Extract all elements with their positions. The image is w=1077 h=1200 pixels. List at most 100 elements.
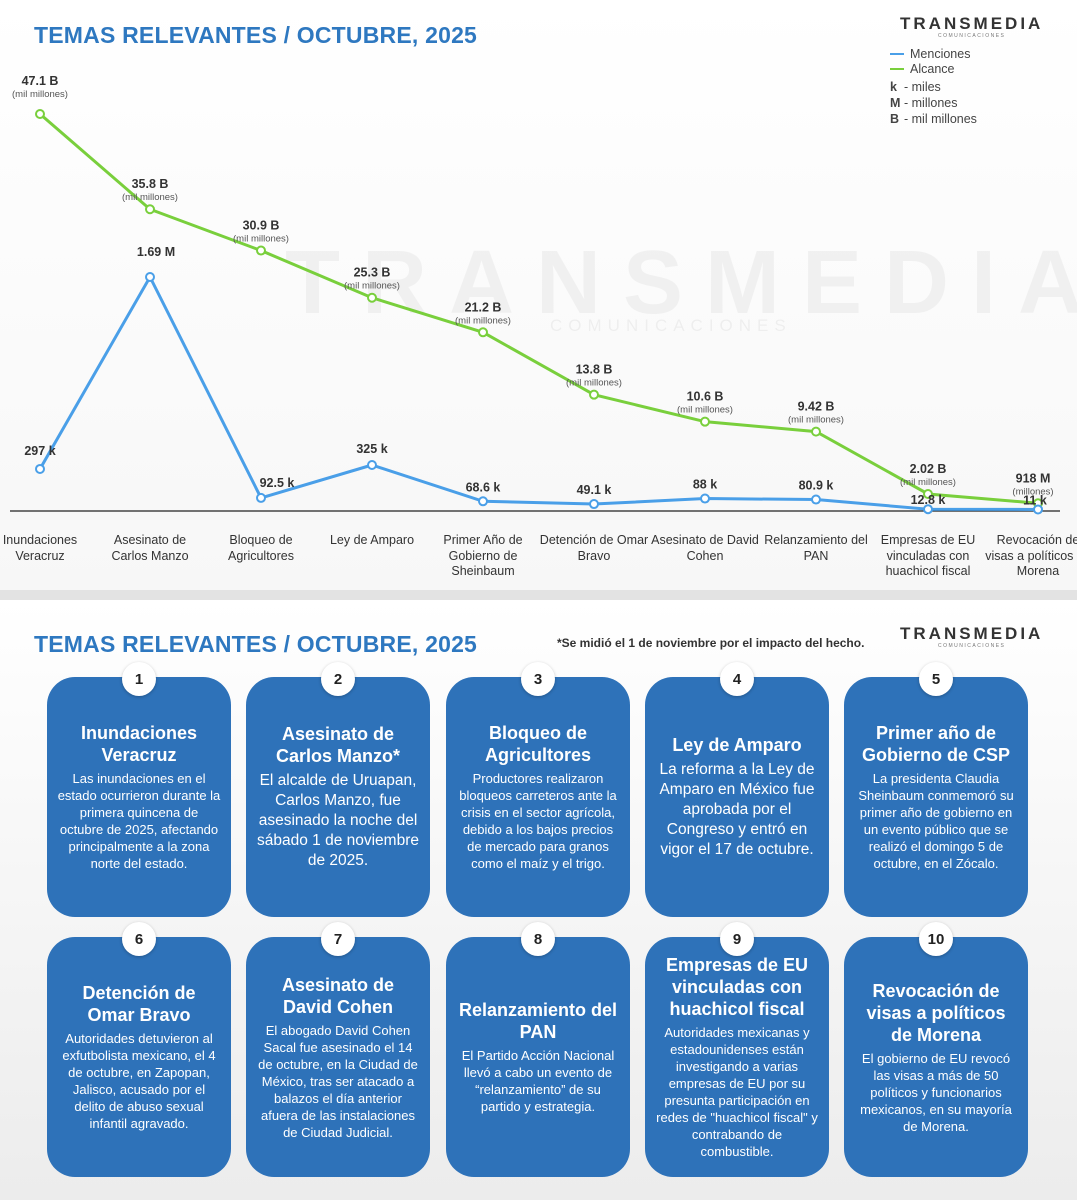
mentions-data-label: 325 k [356, 442, 387, 456]
category-label: Asesinato de Carlos Manzo [111, 533, 189, 563]
reach-unit-label: (mil millones) [344, 281, 400, 292]
topics-title: TEMAS RELEVANTES / OCTUBRE, 2025 [34, 631, 478, 657]
card-body: Productores realizaron bloqueos carreter… [459, 771, 617, 871]
card-number-badge: 4 [720, 662, 754, 696]
card-title: Revocación de visas a políticos de Moren… [866, 980, 1006, 1045]
card-body: El abogado David Cohen Sacal fue asesina… [258, 1022, 418, 1140]
legend-label-reach: Alcance [910, 61, 955, 76]
card-number-badge: 5 [919, 662, 953, 696]
topic-card: 2 Asesinato de Carlos Manzo* El alcalde de… [246, 662, 430, 917]
mentions-data-label: 88 k [693, 478, 717, 492]
topic-card: 5 Primer año de Gobierno de CSP La preside… [844, 662, 1028, 917]
mentions-point [589, 499, 599, 510]
category-label: Empresas de EU vinculadas con huachicol … [880, 533, 976, 578]
category-label: Ley de Amparo [329, 533, 415, 547]
topic-card: 4 Ley de Amparo La reforma a la Ley de Amp… [645, 662, 829, 917]
category-label: Inundaciones Veracruz [2, 533, 78, 563]
measurement-note: *Se midió el 1 de noviembre por el impac… [557, 636, 865, 650]
category-label: Asesinato de David Cohen [651, 533, 759, 563]
brand-name: TRANSMEDIA [900, 624, 1044, 643]
brand-logo: TRANSMEDIA COMUNICACIONES [900, 14, 1043, 39]
unit-text: - millones [904, 96, 958, 110]
legend-swatch-mentions [890, 52, 904, 55]
legend-swatch-reach [890, 67, 904, 70]
reach-unit-label: (mil millones) [122, 192, 178, 203]
topic-card: 9 Empresas de EU vinculadas con huachicol… [645, 922, 829, 1177]
reach-unit-label: (mil millones) [788, 415, 844, 426]
watermark-subtitle: COMUNICACIONES [550, 316, 792, 335]
card-title: Primer año de Gobierno de CSP [861, 723, 1011, 765]
chart-legend: Menciones Alcance k - miles M- millones B… [890, 46, 977, 127]
mentions-data-label: 297 k [24, 444, 55, 458]
card-title: Asesinato de David Cohen [281, 974, 395, 1017]
card-body: La reforma a la Ley de Amparo en México … [659, 761, 815, 858]
category-label: Revocación de visas a políticos de Moren… [985, 533, 1077, 578]
mentions-point [811, 494, 821, 505]
reach-series-line [39, 112, 1039, 505]
reach-data-label: 47.1 B [22, 74, 59, 88]
reach-point [700, 416, 710, 427]
unit-key: M [890, 96, 901, 110]
mentions-data-label: 92.5 k [260, 476, 295, 490]
brand-name: TRANSMEDIA [900, 14, 1044, 33]
unit-text: - miles [904, 80, 941, 94]
reach-data-label: 2.02 B [910, 462, 947, 476]
category-label: Bloqueo de Agricultores [228, 533, 294, 563]
card-body: El gobierno de EU revocó las visas a más… [860, 1050, 1012, 1134]
chart-title: TEMAS RELEVANTES / OCTUBRE, 2025 [34, 22, 478, 48]
reach-point [35, 109, 45, 119]
brand-subtitle: COMUNICACIONES [937, 33, 1006, 39]
topic-card: 6 Detención de Omar Bravo Autoridades detu… [47, 922, 231, 1177]
mentions-point [1033, 504, 1043, 515]
reach-unit-label: (mil millones) [677, 405, 733, 416]
card-number-badge: 2 [321, 662, 355, 696]
brand-subtitle: COMUNICACIONES [937, 643, 1006, 649]
card-body: Las inundaciones en el estado ocurrieron… [57, 771, 221, 871]
unit-item: M- millones [890, 95, 977, 111]
unit-key: B [890, 112, 900, 126]
legend-units: k - miles M- millones B - mil millones [890, 79, 977, 127]
reach-unit-label: (mil millones) [455, 315, 511, 326]
legend-label-mentions: Menciones [910, 46, 971, 61]
reach-unit-label: (millones) [1012, 486, 1053, 497]
watermark: TRANSMEDIA [285, 232, 1077, 335]
mentions-point [700, 493, 710, 504]
reach-data-label: 30.9 B [243, 219, 280, 233]
card-number-badge: 1 [122, 662, 156, 696]
category-label: Relanzamiento del PAN [764, 533, 868, 563]
card-title: Asesinato de Carlos Manzo* [275, 724, 401, 766]
reach-point [923, 488, 933, 499]
mentions-point [35, 463, 45, 474]
reach-point [811, 426, 821, 437]
reach-point [589, 389, 599, 400]
mentions-point [923, 504, 933, 515]
mentions-point [478, 496, 488, 507]
unit-item: k - miles [890, 79, 977, 95]
card-body: La presidenta Claudia Sheinbaum conmemor… [858, 771, 1014, 871]
mentions-data-label: 68.6 k [466, 480, 501, 494]
mentions-data-label: 1.69 M [137, 245, 175, 259]
card-body: Autoridades detuvieron al exfutbolista m… [62, 1031, 216, 1131]
card-title: Relanzamiento del PAN [458, 1000, 618, 1042]
reach-data-label: 918 M [1016, 471, 1051, 485]
reach-data-label: 10.6 B [687, 390, 724, 404]
mentions-series-line [38, 273, 1039, 511]
reach-point [478, 327, 488, 338]
unit-item: B - mil millones [890, 111, 977, 127]
legend-item-reach: Alcance [890, 61, 977, 76]
card-title: Bloqueo de Agricultores [484, 723, 592, 765]
card-title: Detención de Omar Bravo [82, 983, 196, 1025]
legend-item-mentions: Menciones [890, 46, 977, 61]
card-title: Empresas de EU vinculadas con huachicol … [665, 955, 809, 1019]
reach-unit-label: (mil millones) [233, 234, 289, 245]
unit-text: - mil millones [904, 112, 977, 126]
reach-data-label: 35.8 B [132, 177, 169, 191]
mentions-point [256, 492, 266, 503]
card-number-badge: 8 [521, 922, 555, 956]
reach-point [367, 292, 377, 303]
category-label: Detención de Omar Bravo [539, 533, 649, 563]
reach-unit-label: (mil millones) [12, 89, 68, 100]
card-body: El alcalde de Uruapan, Carlos Manzo, fue… [256, 772, 419, 869]
unit-key: k [890, 80, 897, 94]
reach-data-label: 9.42 B [798, 400, 835, 414]
